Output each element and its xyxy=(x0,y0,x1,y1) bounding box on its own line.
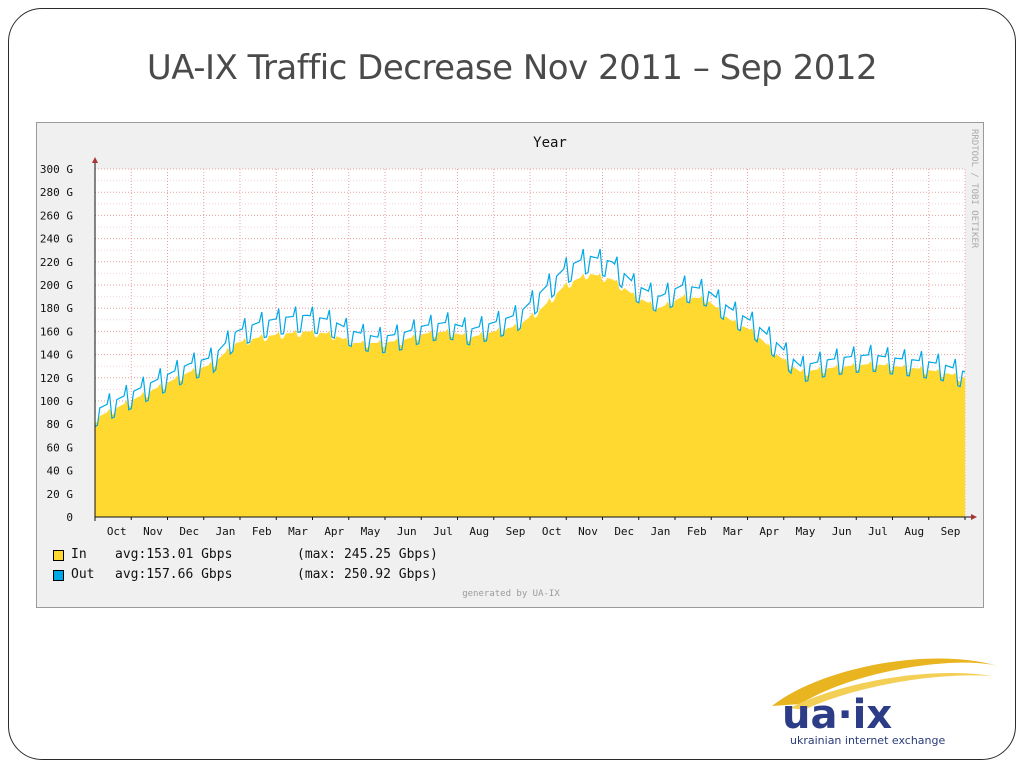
generated-by-label: generated by UA-IX xyxy=(462,589,560,599)
x-tick-label: May xyxy=(796,525,816,538)
x-tick-label: Aug xyxy=(904,525,924,538)
x-tick-label: Jan xyxy=(216,525,236,538)
x-axis-arrow xyxy=(971,514,977,520)
y-tick-label: 100 G xyxy=(40,395,73,408)
logo-wordmark: ua·ix xyxy=(782,692,892,738)
x-tick-label: Feb xyxy=(252,525,272,538)
legend-max-in: (max: 245.25 Gbps) xyxy=(297,547,438,562)
y-tick-label: 20 G xyxy=(47,488,74,501)
legend-swatch-out xyxy=(53,569,64,581)
x-tick-label: Aug xyxy=(469,525,489,538)
legend-row-out: Out avg:157.66 Gbps (max: 250.92 Gbps) xyxy=(53,565,438,585)
x-tick-label: Oct xyxy=(107,525,127,538)
traffic-chart-panel: Year 0 20 G 40 G 60 G 80 G 100 G 120 G 140 G 160 … xyxy=(36,122,984,608)
traffic-chart: Year 0 20 G 40 G 60 G 80 G 100 G 120 G 140 G 160 … xyxy=(40,135,977,538)
y-tick-label: 220 G xyxy=(40,256,73,269)
chart-title: Year xyxy=(533,135,567,151)
x-tick-label: Jul xyxy=(868,525,888,538)
y-axis-arrow xyxy=(92,157,98,163)
x-tick-label: Sep xyxy=(941,525,961,538)
legend: In avg:153.01 Gbps (max: 245.25 Gbps) Ou… xyxy=(53,545,438,585)
series-in-area xyxy=(95,273,965,517)
legend-row-in: In avg:153.01 Gbps (max: 245.25 Gbps) xyxy=(53,545,438,565)
x-tick-label: Nov xyxy=(578,525,598,538)
x-tick-label: Mar xyxy=(288,525,308,538)
series-out-line xyxy=(94,248,966,428)
x-tick-label: Jan xyxy=(651,525,671,538)
x-tick-label: Nov xyxy=(143,525,163,538)
y-tick-label: 260 G xyxy=(40,209,73,222)
x-tick-label: Jul xyxy=(433,525,453,538)
y-tick-label: 240 G xyxy=(40,233,73,246)
x-tick-label: Jun xyxy=(832,525,852,538)
x-tick-label: Apr xyxy=(324,525,344,538)
x-tick-label: Feb xyxy=(687,525,707,538)
y-tick-label: 60 G xyxy=(47,441,74,454)
y-tick-label: 120 G xyxy=(40,372,73,385)
y-tick-label: 160 G xyxy=(40,325,73,338)
y-tick-label: 140 G xyxy=(40,349,73,362)
x-tick-label: Jun xyxy=(397,525,417,538)
legend-swatch-in xyxy=(53,549,64,561)
legend-avg-out: avg:157.66 Gbps xyxy=(115,567,233,582)
y-tick-label: 200 G xyxy=(40,279,73,292)
legend-avg-in: avg:153.01 Gbps xyxy=(115,547,233,562)
ua-ix-logo: ua·ix xyxy=(772,658,998,738)
y-tick-label: 300 G xyxy=(40,163,73,176)
y-tick-label: 80 G xyxy=(47,418,74,431)
y-tick-label: 280 G xyxy=(40,186,73,199)
x-tick-label: May xyxy=(361,525,381,538)
x-tick-label: Apr xyxy=(759,525,779,538)
rrdtool-credit: RRDTOOL / TOBI OETIKER xyxy=(969,129,979,249)
x-tick-label: Sep xyxy=(506,525,526,538)
y-tick-label: 180 G xyxy=(40,302,73,315)
logo-tagline: ukrainian internet exchange xyxy=(790,734,946,747)
x-tick-label: Oct xyxy=(542,525,562,538)
legend-label-out: Out xyxy=(71,567,95,582)
legend-label-in: In xyxy=(71,547,87,562)
x-tick-label: Dec xyxy=(179,525,199,538)
slide-title: UA-IX Traffic Decrease Nov 2011 – Sep 20… xyxy=(146,48,878,88)
x-tick-label: Mar xyxy=(723,525,743,538)
y-tick-label: 0 xyxy=(66,511,73,524)
legend-max-out: (max: 250.92 Gbps) xyxy=(297,567,438,582)
y-tick-label: 40 G xyxy=(47,465,74,478)
x-tick-label: Dec xyxy=(614,525,634,538)
